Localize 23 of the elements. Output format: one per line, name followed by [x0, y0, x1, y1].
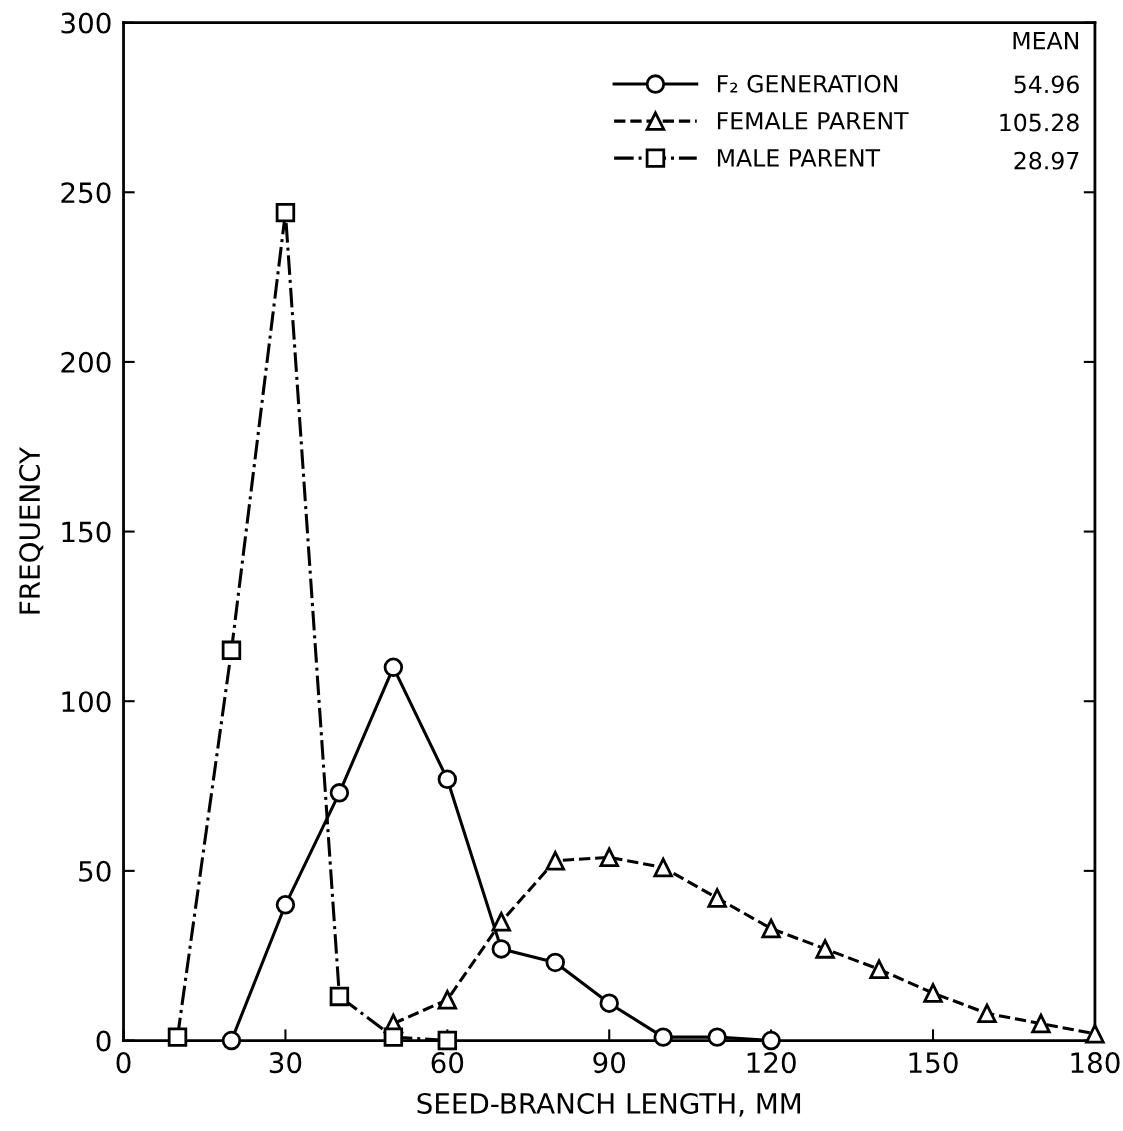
x-tick-label: 60: [431, 1052, 464, 1074]
legend-label: MALE PARENT: [717, 149, 881, 167]
annotation: 28.97: [1014, 151, 1079, 170]
x-tick-label: 150: [909, 1052, 958, 1074]
y-axis-title: FREQUENCY: [19, 446, 44, 614]
legend-label: F₂ GENERATION: [717, 74, 898, 93]
x-axis-title: SEED-BRANCH LENGTH, MM: [417, 1092, 801, 1117]
annotation: 105.28: [1000, 113, 1079, 132]
y-tick-label: 50: [79, 860, 111, 882]
x-tick-label: 120: [747, 1052, 796, 1074]
y-tick-label: 150: [62, 521, 111, 543]
annotation: 54.96: [1014, 75, 1079, 94]
x-tick-label: 180: [1071, 1052, 1120, 1074]
y-tick-label: 0: [96, 1030, 111, 1052]
legend-label: FEMALE PARENT: [717, 112, 909, 130]
x-tick-label: 30: [269, 1052, 302, 1074]
x-tick-label: 90: [593, 1052, 626, 1074]
y-tick-label: 250: [61, 182, 111, 204]
y-tick-label: 300: [61, 12, 111, 34]
legend-title: MEAN: [1013, 31, 1079, 50]
y-tick-label: 100: [62, 691, 111, 713]
y-tick-label: 200: [61, 351, 111, 373]
x-tick-label: 0: [116, 1052, 131, 1074]
